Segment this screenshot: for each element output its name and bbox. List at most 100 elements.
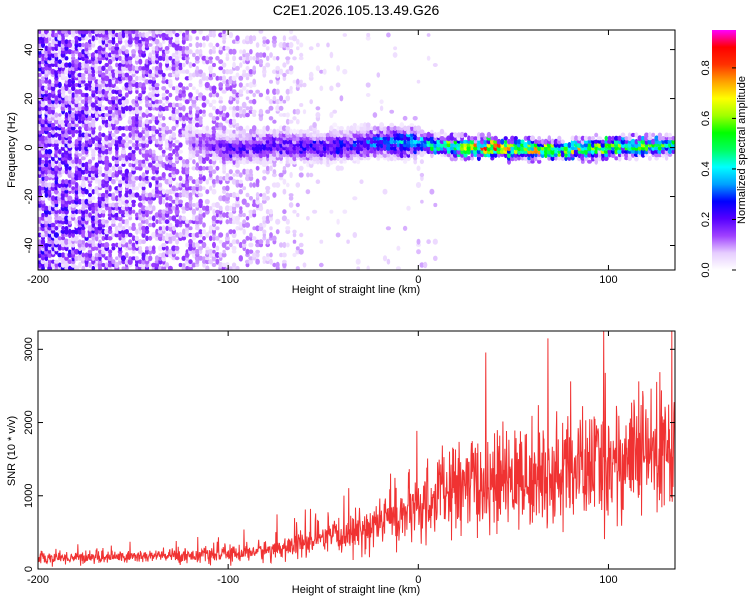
spectrogram-cell (165, 225, 169, 231)
spectrogram-cell (198, 209, 203, 215)
spectrogram-cell (429, 149, 435, 155)
spectrogram-cell (215, 175, 220, 182)
spectrogram-cell (127, 105, 133, 112)
spectrogram-cell (231, 249, 237, 254)
spectrogram-cell (84, 86, 89, 91)
spectrogram-cell (319, 69, 324, 74)
spectrogram-cell (188, 259, 193, 265)
spectrogram-cell (128, 32, 133, 38)
spectrogram-cell (94, 246, 100, 251)
spectrogram-cell (228, 139, 234, 144)
spectrogram-cell (228, 242, 233, 248)
spectrogram-cell (71, 186, 76, 191)
spectrogram-cell (221, 115, 227, 122)
y-tick-label: -20 (23, 189, 35, 205)
spectrogram-cell (205, 125, 210, 132)
spectrogram-cell (638, 145, 642, 151)
spectrogram-cell (104, 119, 109, 124)
spectrogram-cell (258, 52, 264, 58)
spectrogram-cell (168, 32, 173, 38)
spectrogram-cell (282, 35, 287, 42)
spectrogram-cell (74, 248, 80, 255)
spectrogram-cell (440, 149, 444, 155)
spectrogram-cell (97, 195, 103, 202)
spectrogram-cell (215, 209, 220, 214)
spectrogram-cell (228, 212, 234, 218)
spectrogram-cell (138, 245, 143, 251)
spectrogram-cell (61, 239, 66, 244)
spectrogram-cell (262, 192, 267, 198)
spectrogram-cell (151, 152, 156, 158)
spectrogram-cell (533, 142, 539, 148)
spectrogram-cell (97, 159, 103, 164)
spectrogram-cell (87, 242, 93, 248)
spectrogram-cell (185, 242, 190, 248)
spectrogram-cell (202, 139, 206, 145)
spectrogram-cell (81, 175, 86, 181)
spectrogram-cell (134, 255, 139, 261)
spectrogram-cell (91, 245, 96, 251)
spectrogram-cell (228, 192, 233, 198)
spectrogram-cell (104, 148, 109, 155)
spectrogram-cell (121, 56, 126, 61)
spectrogram-cell (208, 48, 213, 55)
spectrogram-cell (235, 182, 240, 188)
spectrogram-cell (138, 162, 143, 168)
spectrogram-cell (419, 152, 425, 158)
spectrogram-cell (530, 142, 535, 148)
spectrogram-cell (107, 58, 113, 65)
spectrogram-cell (211, 126, 217, 131)
spectrogram-cell (91, 73, 96, 77)
spectrogram-cell (64, 179, 69, 185)
spectrogram-cell (104, 69, 109, 75)
spectrogram-cell (40, 179, 46, 184)
spectrogram-cell (265, 136, 270, 141)
spectrogram-cell (379, 122, 385, 128)
spectrogram-cell (292, 149, 297, 155)
spectrogram-cell (282, 166, 287, 171)
spectrogram-cell (268, 128, 274, 135)
spectrogram-cell (282, 168, 287, 175)
spectrogram-cell (278, 42, 284, 48)
spectrogram-cell (255, 42, 260, 48)
spectrogram-cell (84, 232, 89, 238)
spectrogram-cell (249, 106, 253, 111)
spectrogram-cell (174, 153, 180, 157)
spectrogram-cell (318, 156, 324, 161)
spectrogram-cell (212, 228, 216, 235)
spectrogram-cell (81, 252, 86, 258)
spectrogram-cell (212, 32, 216, 38)
spectrogram-cell (286, 182, 290, 188)
spectrogram-cell (231, 178, 237, 185)
spectrogram-cell (51, 30, 55, 34)
spectrogram-cell (44, 166, 49, 171)
spectrogram-cell (162, 235, 166, 242)
spectrogram-cell (47, 205, 52, 212)
colorbar-ticks: 0.00.20.40.60.8 (700, 60, 736, 278)
spectrogram-cell (114, 46, 120, 51)
spectrogram-cell (184, 132, 190, 138)
spectrogram-cell (91, 69, 96, 74)
spectrogram-cell (369, 139, 374, 145)
spectrogram-cell (245, 202, 250, 208)
spectrogram-cell (108, 185, 112, 192)
spectrogram-cell (107, 136, 113, 141)
spectrogram-cell (215, 226, 220, 231)
spectrogram-cell (668, 132, 672, 138)
spectrogram-cell (84, 209, 89, 214)
spectrogram-cell (145, 225, 149, 231)
spectrogram-cell (275, 69, 280, 74)
spectrogram-cell (64, 252, 69, 258)
spectrogram-cell (181, 32, 186, 38)
spectrogram-cell (302, 109, 307, 115)
spectrogram-cell (57, 252, 63, 258)
spectrogram-cell (87, 72, 93, 78)
spectrogram-cell (302, 153, 307, 157)
spectrogram-cell (51, 83, 56, 87)
spectrogram-cell (80, 30, 86, 35)
spectrogram-cell (409, 129, 414, 134)
spectrogram-cell (141, 159, 146, 164)
spectrogram-cell (61, 119, 66, 124)
spectrogram-cell (61, 225, 65, 231)
spectrogram-cell (191, 119, 197, 124)
